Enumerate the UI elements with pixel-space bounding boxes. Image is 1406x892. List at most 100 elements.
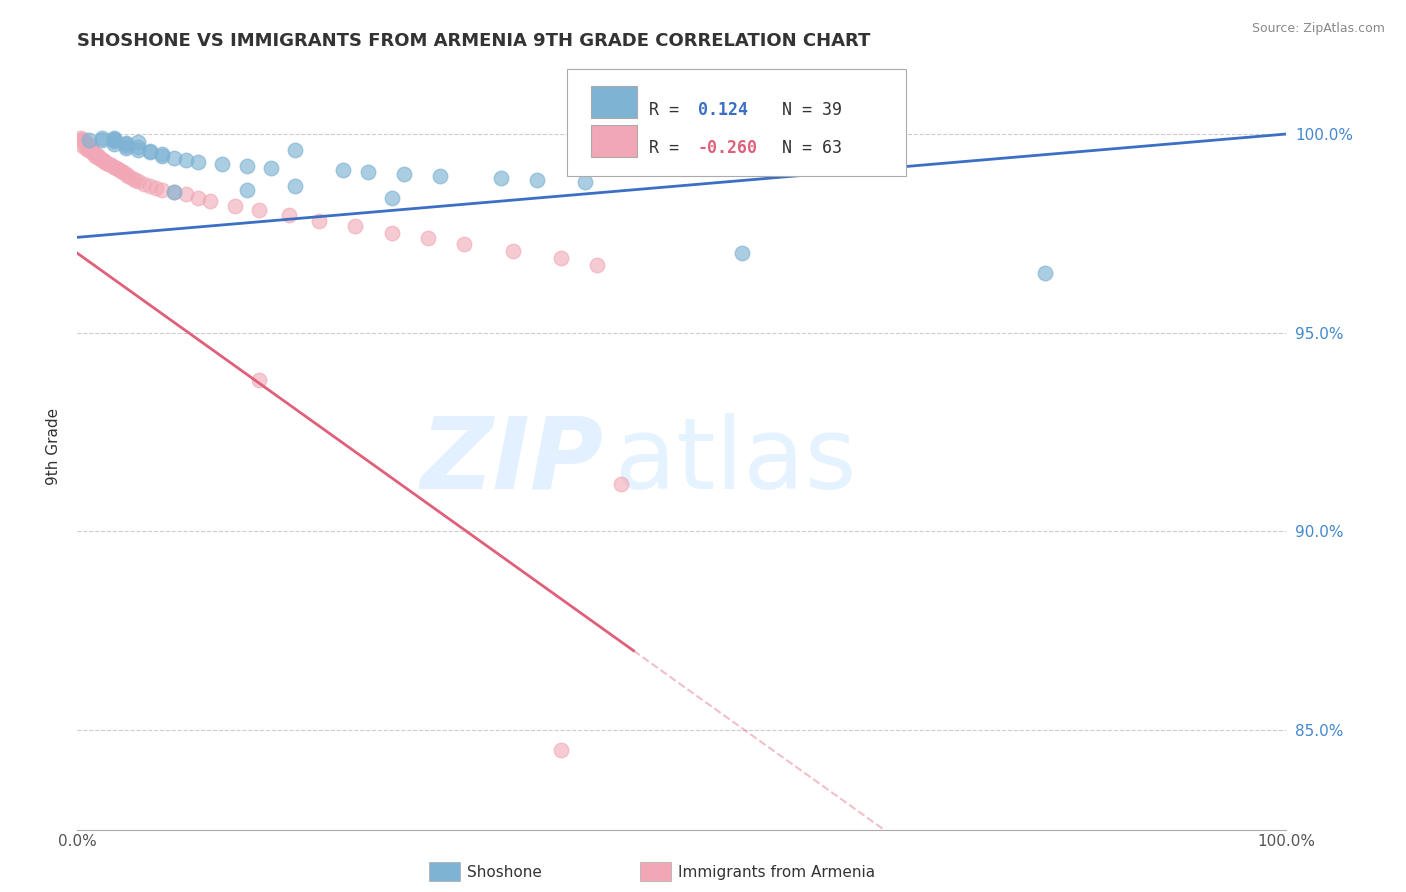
Point bbox=[117, 169, 139, 183]
Point bbox=[235, 183, 257, 197]
Point bbox=[87, 151, 110, 165]
Point bbox=[586, 258, 609, 272]
Text: ZIP: ZIP bbox=[420, 413, 603, 510]
Point bbox=[103, 132, 125, 146]
Point bbox=[73, 135, 96, 149]
Point bbox=[87, 150, 110, 164]
Point bbox=[132, 177, 155, 191]
Point bbox=[278, 209, 301, 223]
Point bbox=[91, 153, 114, 167]
Point bbox=[429, 169, 451, 183]
Text: Immigrants from Armenia: Immigrants from Armenia bbox=[678, 865, 875, 880]
Point bbox=[453, 237, 475, 252]
Point bbox=[100, 158, 122, 172]
Point bbox=[84, 146, 107, 161]
Point bbox=[489, 170, 512, 185]
Point bbox=[121, 170, 143, 185]
Text: R =: R = bbox=[650, 139, 689, 157]
Point bbox=[260, 161, 283, 175]
Point bbox=[79, 144, 101, 158]
Point bbox=[70, 134, 93, 148]
Point bbox=[127, 143, 149, 157]
Text: atlas: atlas bbox=[616, 413, 858, 510]
Point bbox=[84, 149, 107, 163]
Text: Source: ZipAtlas.com: Source: ZipAtlas.com bbox=[1251, 22, 1385, 36]
Point bbox=[574, 175, 596, 189]
Point bbox=[163, 151, 186, 165]
Point bbox=[77, 143, 100, 157]
FancyBboxPatch shape bbox=[567, 69, 905, 176]
Point bbox=[107, 161, 129, 176]
Point bbox=[75, 136, 97, 151]
Text: R =: R = bbox=[650, 101, 689, 119]
Text: 0.124: 0.124 bbox=[697, 101, 748, 119]
Text: 9th Grade: 9th Grade bbox=[46, 408, 60, 484]
Point bbox=[96, 155, 118, 169]
Point bbox=[127, 135, 149, 149]
Point bbox=[235, 159, 257, 173]
Text: SHOSHONE VS IMMIGRANTS FROM ARMENIA 9TH GRADE CORRELATION CHART: SHOSHONE VS IMMIGRANTS FROM ARMENIA 9TH … bbox=[77, 32, 870, 50]
FancyBboxPatch shape bbox=[592, 125, 637, 157]
Point bbox=[82, 146, 104, 161]
Text: Shoshone: Shoshone bbox=[467, 865, 541, 880]
Point bbox=[187, 154, 209, 169]
Point bbox=[93, 154, 115, 169]
Point bbox=[224, 198, 246, 212]
Point bbox=[344, 219, 367, 234]
Point bbox=[150, 183, 173, 197]
Point bbox=[124, 172, 146, 186]
Point bbox=[110, 163, 132, 178]
Point bbox=[174, 153, 197, 167]
Point bbox=[284, 143, 307, 157]
Point bbox=[87, 149, 110, 163]
Point bbox=[127, 174, 149, 188]
Point bbox=[332, 162, 354, 177]
Point bbox=[381, 191, 404, 205]
Point bbox=[150, 146, 173, 161]
Point bbox=[356, 165, 378, 179]
Point bbox=[77, 139, 100, 153]
Point bbox=[86, 147, 108, 161]
Point bbox=[187, 191, 209, 205]
Point bbox=[550, 743, 572, 757]
Point bbox=[139, 178, 162, 193]
Point bbox=[139, 145, 162, 159]
Point bbox=[72, 139, 94, 153]
Point bbox=[200, 194, 222, 208]
Point bbox=[105, 161, 128, 175]
Point bbox=[416, 231, 439, 245]
Point bbox=[114, 141, 136, 155]
Text: -0.260: -0.260 bbox=[697, 139, 758, 157]
Point bbox=[103, 134, 125, 148]
Point bbox=[82, 145, 104, 159]
Point bbox=[127, 139, 149, 153]
Point bbox=[94, 154, 117, 169]
Point bbox=[76, 136, 98, 150]
Point bbox=[103, 133, 125, 147]
Point bbox=[247, 203, 270, 218]
Point bbox=[79, 133, 101, 147]
Point bbox=[69, 131, 91, 145]
Point bbox=[90, 153, 112, 167]
Point bbox=[284, 178, 307, 193]
Point bbox=[145, 180, 167, 194]
Point bbox=[381, 226, 404, 240]
Point bbox=[550, 251, 572, 265]
Point bbox=[75, 141, 97, 155]
Point bbox=[211, 157, 233, 171]
Point bbox=[70, 133, 93, 147]
Point bbox=[103, 136, 125, 151]
Point bbox=[80, 143, 103, 157]
Point bbox=[90, 133, 112, 147]
Point bbox=[1033, 266, 1056, 280]
Text: N = 39: N = 39 bbox=[782, 101, 842, 119]
Point bbox=[139, 144, 162, 158]
Point bbox=[610, 476, 633, 491]
FancyBboxPatch shape bbox=[592, 87, 637, 119]
Point bbox=[114, 136, 136, 150]
Text: N = 63: N = 63 bbox=[782, 139, 842, 157]
Point bbox=[103, 131, 125, 145]
Point bbox=[103, 160, 125, 174]
Point bbox=[247, 373, 270, 387]
Point bbox=[163, 185, 186, 199]
